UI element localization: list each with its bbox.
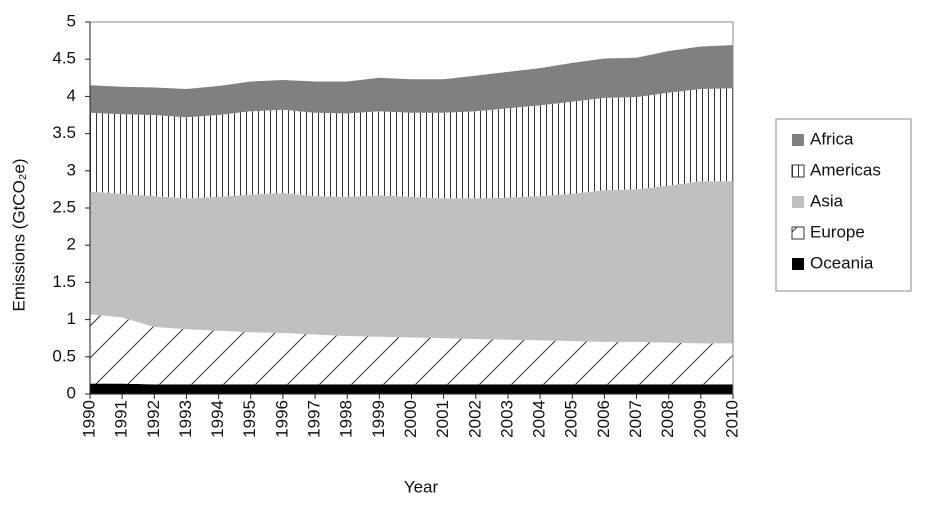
area — [90, 181, 733, 344]
y-tick-label: 0 — [67, 383, 76, 402]
x-tick-label: 2007 — [626, 400, 645, 438]
y-axis-label: Emissions (GtCO₂e) — [9, 158, 28, 311]
x-tick-label: 1996 — [272, 400, 291, 438]
x-tick-label: 1995 — [240, 400, 259, 438]
x-tick-label: 2001 — [433, 400, 452, 438]
legend-label: Africa — [810, 129, 854, 148]
area — [90, 88, 733, 199]
x-tick-label: 2000 — [401, 400, 420, 438]
y-tick-label: 1.5 — [52, 272, 76, 291]
legend-swatch — [792, 258, 804, 270]
y-tick-label: 1 — [67, 309, 76, 328]
y-tick-label: 3.5 — [52, 123, 76, 142]
legend-swatch — [792, 196, 804, 208]
y-tick-label: 2 — [67, 235, 76, 254]
x-tick-label: 1994 — [208, 400, 227, 438]
x-tick-label: 2010 — [722, 400, 741, 438]
legend-label: Europe — [810, 222, 865, 241]
legend-label: Oceania — [810, 253, 874, 272]
area — [90, 45, 733, 118]
x-tick-label: 2009 — [690, 400, 709, 438]
legend-label: Americas — [810, 160, 881, 179]
y-tick-label: 4 — [67, 86, 76, 105]
x-tick-label: 2005 — [562, 400, 581, 438]
x-tick-label: 1992 — [144, 400, 163, 438]
legend-label: Asia — [810, 191, 844, 210]
area — [90, 383, 733, 394]
x-tick-label: 1990 — [79, 400, 98, 438]
x-tick-label: 1997 — [305, 400, 324, 438]
x-tick-label: 1999 — [369, 400, 388, 438]
y-tick-label: 2.5 — [52, 197, 76, 216]
y-tick-label: 0.5 — [52, 346, 76, 365]
legend-swatch — [791, 226, 805, 240]
x-tick-label: 1998 — [337, 400, 356, 438]
legend-swatch — [792, 134, 804, 146]
y-tick-label: 5 — [67, 11, 76, 30]
y-tick-label: 3 — [67, 160, 76, 179]
x-tick-label: 1993 — [176, 400, 195, 438]
plot-area — [90, 45, 733, 394]
x-axis-label: Year — [404, 477, 439, 496]
x-tick-label: 2003 — [497, 400, 516, 438]
area — [90, 314, 733, 385]
x-tick-label: 2006 — [594, 400, 613, 438]
x-tick-label: 2002 — [465, 400, 484, 438]
legend-swatch — [791, 164, 805, 178]
x-tick-label: 2004 — [530, 400, 549, 438]
y-tick-label: 4.5 — [52, 49, 76, 68]
x-tick-label: 1991 — [112, 400, 131, 438]
x-tick-label: 2008 — [658, 400, 677, 438]
